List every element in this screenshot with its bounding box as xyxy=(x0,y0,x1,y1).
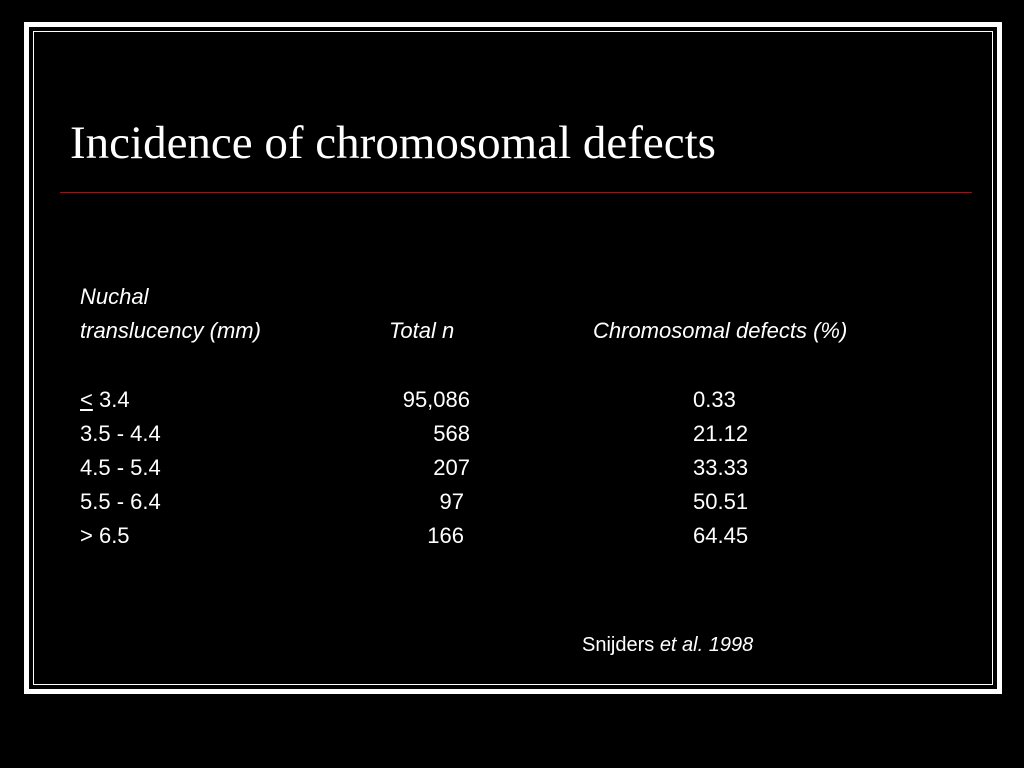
row-2-total: 568 xyxy=(433,421,470,446)
less-than-or-equal-symbol: < xyxy=(80,387,93,412)
row-2-defects: 21.12 xyxy=(693,421,749,446)
header-total-n: Total n xyxy=(389,318,455,343)
row-1-range-value: 3.4 xyxy=(92,387,130,412)
header-nt-line1: Nuchal xyxy=(80,284,149,309)
row-5-total: 166 xyxy=(427,523,464,548)
row-4-range: 5.5 - 6.4 xyxy=(80,489,161,514)
row-4-defects: 50.51 xyxy=(693,489,749,514)
header-chromosomal-defects: Chromosomal defects (%) xyxy=(593,318,848,343)
row-5-range: > 6.5 xyxy=(80,523,130,548)
row-5-defects: 64.45 xyxy=(693,523,749,548)
slide-frame-outer xyxy=(24,22,1002,694)
row-1-total: 95,086 xyxy=(402,387,470,412)
row-3-total: 207 xyxy=(433,455,470,480)
row-3-defects: 33.33 xyxy=(693,455,749,480)
slide-title: Incidence of chromosomal defects xyxy=(70,117,716,169)
slide-frame-inner xyxy=(33,31,993,685)
title-divider xyxy=(60,192,972,193)
row-1-range: < 3.4 xyxy=(80,387,130,413)
citation-ref: et al. 1998 xyxy=(659,634,754,656)
row-3-range: 4.5 - 5.4 xyxy=(80,455,161,480)
citation: Snijders et al. 1998 xyxy=(582,633,753,657)
row-2-range: 3.5 - 4.4 xyxy=(80,421,161,446)
citation-author: Snijders xyxy=(582,634,660,656)
row-1-defects: 0.33 xyxy=(693,387,736,412)
row-4-total: 97 xyxy=(439,489,464,514)
header-nt-line2: translucency (mm) xyxy=(80,318,261,343)
